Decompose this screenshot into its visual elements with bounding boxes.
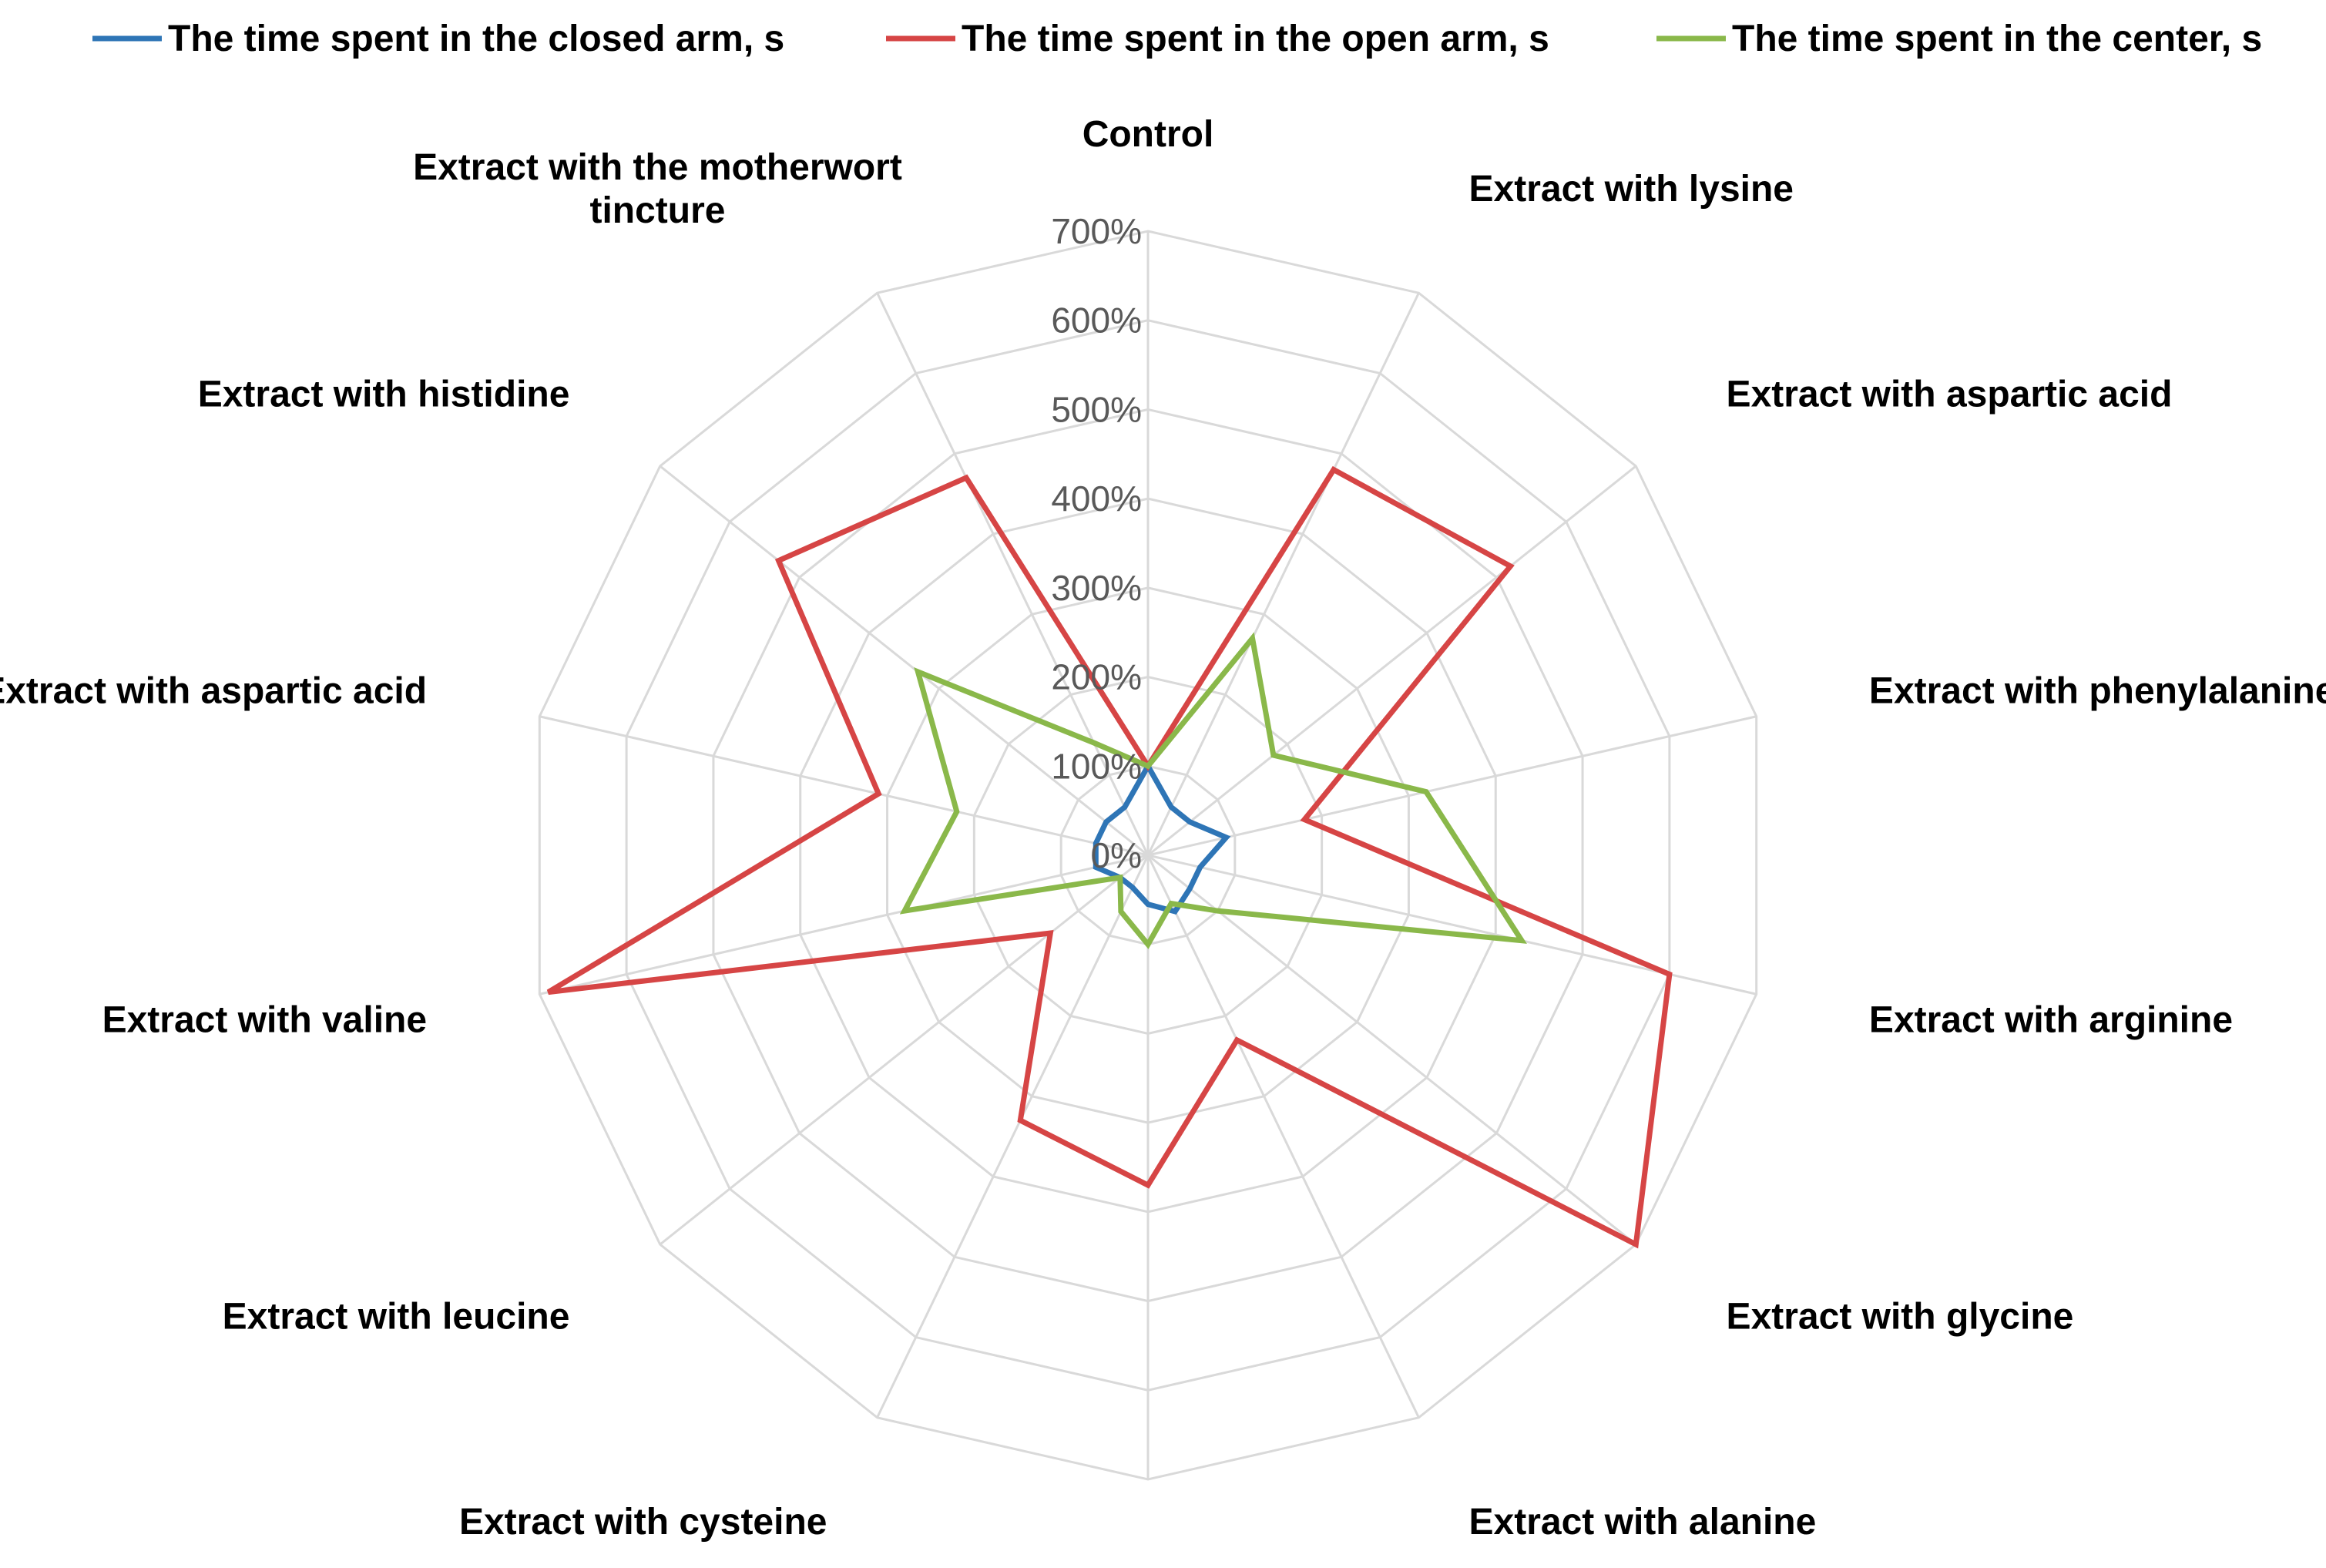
category-label: Extract with aspartic acid [1727, 374, 2173, 415]
category-label: Extract with phenylalanine [1869, 670, 2326, 711]
series-line-0 [1093, 760, 1231, 915]
category-label: Extract with glycine [1727, 1297, 2074, 1338]
tick-label: 400% [1051, 478, 1142, 519]
series-line-2 [899, 632, 1527, 949]
category-label: Extract with arginine [1869, 1000, 2233, 1041]
tick-label: 500% [1051, 389, 1142, 429]
grid-spoke [876, 855, 1150, 1419]
category-labels: Control Extract with lysine Extract with a… [0, 114, 2326, 1543]
legend-item-1: The time spent in the open arm, s [886, 18, 1549, 59]
legend-label: The time spent in the closed arm, s [168, 18, 784, 59]
category-label: Extract with valine [102, 1000, 427, 1041]
category-label: Extract with lysine [1469, 169, 1794, 210]
grid-spoke [539, 715, 1149, 857]
grid-spoke [1147, 854, 1637, 1246]
grid-spoke [876, 292, 1150, 856]
grid-spoke [1146, 292, 1420, 856]
category-label: Extract with aspartic acid [0, 670, 427, 711]
series-line-1 [546, 465, 1673, 1249]
grid-spoke [1146, 855, 1420, 1419]
category-label: Extract with the motherwort tincture [413, 147, 902, 231]
category-label: Extract with alanine [1469, 1502, 1817, 1543]
legend-item-0: The time spent in the closed arm, s [92, 18, 784, 59]
legend-label: The time spent in the open arm, s [962, 18, 1549, 59]
legend-label: The time spent in the center, s [1732, 18, 2262, 59]
grid-spoke [1147, 465, 1637, 857]
legend-item-2: The time spent in the center, s [1656, 18, 2262, 59]
category-label: Control [1082, 114, 1214, 155]
tick-label: 100% [1051, 746, 1142, 786]
tick-label: 600% [1051, 301, 1142, 341]
grid-spoke [659, 465, 1149, 857]
tick-label: 0% [1091, 835, 1142, 875]
legend: The time spent in the closed arm, s The t… [92, 18, 2262, 59]
tick-label: 200% [1051, 657, 1142, 697]
tick-label: 700% [1051, 211, 1142, 251]
series-layer [546, 465, 1673, 1249]
grid-spoke [539, 854, 1149, 996]
tick-label: 300% [1051, 568, 1142, 608]
radial-tick-labels: 0% 100% 200% 300% 400% 500% 600% 700% [1051, 211, 1142, 875]
category-label: Extract with leucine [223, 1297, 570, 1338]
radar-grid [538, 230, 1758, 1481]
category-label: Extract with cysteine [459, 1502, 827, 1543]
grid-spoke [659, 854, 1149, 1246]
category-label: Extract with histidine [198, 374, 570, 415]
grid-spoke [1147, 715, 1757, 857]
